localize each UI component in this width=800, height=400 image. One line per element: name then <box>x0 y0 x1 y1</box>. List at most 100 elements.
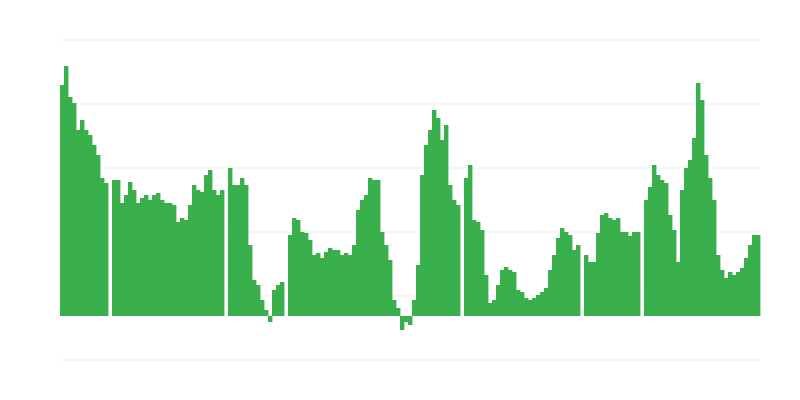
bar <box>512 272 517 316</box>
bar <box>732 275 737 316</box>
bar <box>372 180 377 316</box>
bar <box>668 215 673 316</box>
bar <box>656 175 661 316</box>
bar <box>628 236 633 316</box>
bar <box>644 200 649 316</box>
bar <box>696 83 701 316</box>
bar <box>136 203 141 316</box>
bar <box>400 316 405 330</box>
bar <box>96 155 101 316</box>
bar <box>356 210 361 316</box>
bar <box>620 232 625 316</box>
bar <box>164 203 169 316</box>
bar <box>184 220 189 316</box>
bar <box>504 267 509 316</box>
bar <box>132 190 137 316</box>
bar <box>200 192 205 316</box>
bar <box>680 190 685 316</box>
bar <box>540 292 545 316</box>
bar <box>480 230 485 316</box>
bar <box>140 198 145 316</box>
bar <box>208 170 213 316</box>
bar <box>616 218 621 316</box>
bar <box>384 245 389 316</box>
bar <box>260 300 265 316</box>
bar <box>548 270 553 316</box>
bar <box>496 285 501 316</box>
bar <box>344 253 349 316</box>
bar <box>112 180 117 316</box>
bar <box>312 255 317 316</box>
bar <box>172 205 177 316</box>
bar <box>604 213 609 316</box>
bar <box>88 135 93 316</box>
bar <box>380 232 385 316</box>
bar <box>700 100 705 316</box>
bar <box>428 130 433 316</box>
bar <box>500 270 505 316</box>
bar <box>340 255 345 316</box>
bar <box>456 205 461 316</box>
bar <box>128 182 133 316</box>
bar <box>688 160 693 316</box>
bar <box>348 255 353 316</box>
bar <box>472 220 477 316</box>
bar <box>160 200 165 316</box>
bar <box>152 195 157 316</box>
bar <box>300 232 305 316</box>
bar <box>288 235 293 316</box>
bar <box>420 175 425 316</box>
bar <box>692 138 697 316</box>
bar <box>328 248 333 316</box>
bar <box>60 85 65 316</box>
bar <box>124 195 129 316</box>
bar <box>676 262 681 316</box>
bar <box>632 232 637 316</box>
bars <box>60 66 761 330</box>
bar <box>76 130 81 316</box>
bar <box>220 190 225 316</box>
bar <box>612 220 617 316</box>
bar <box>492 300 497 316</box>
bar <box>100 178 105 316</box>
bar <box>720 270 725 316</box>
bar <box>396 308 401 316</box>
bar <box>256 285 261 316</box>
bar <box>448 185 453 316</box>
bar <box>388 260 393 316</box>
bar <box>704 155 709 316</box>
bar <box>336 250 341 316</box>
bar <box>648 187 653 316</box>
bar <box>544 288 549 316</box>
bar <box>652 165 657 316</box>
bar <box>68 97 73 316</box>
bar <box>316 253 321 316</box>
bar <box>624 232 629 316</box>
bar <box>92 145 97 316</box>
bar <box>436 118 441 316</box>
bar <box>740 268 745 316</box>
bar <box>440 140 445 316</box>
bar <box>72 103 77 316</box>
bar <box>120 203 125 316</box>
bar <box>736 272 741 316</box>
bar <box>104 183 109 316</box>
bar <box>204 175 209 316</box>
bar <box>568 235 573 316</box>
bar <box>464 178 469 316</box>
bar <box>520 292 525 316</box>
bar <box>252 280 257 316</box>
bar <box>404 316 409 322</box>
bar <box>320 258 325 316</box>
bar <box>536 295 541 316</box>
bar <box>484 275 489 316</box>
bar <box>368 178 373 316</box>
bar <box>524 298 529 316</box>
bar <box>332 250 337 316</box>
bar <box>708 178 713 316</box>
bar <box>276 285 281 316</box>
bar <box>508 270 513 316</box>
bar <box>292 218 297 316</box>
bar <box>412 300 417 316</box>
